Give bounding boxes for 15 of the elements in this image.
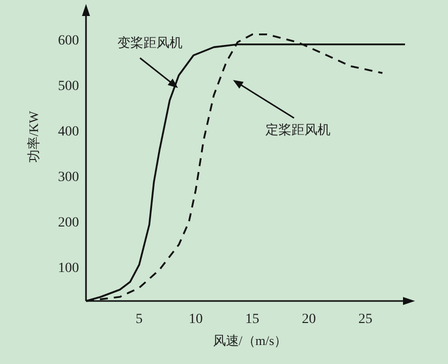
y-tick-label: 500 [58, 79, 79, 94]
y-tick-label: 300 [58, 170, 79, 185]
x-axis-title: 风速/（m/s） [212, 333, 288, 348]
annotation: 定桨距风机 [266, 122, 330, 137]
x-tick-label: 25 [358, 312, 372, 327]
y-tick-label: 600 [58, 34, 79, 49]
x-tick-label: 20 [302, 312, 316, 327]
y-tick-label: 200 [58, 215, 79, 230]
annotation: 变桨距风机 [118, 35, 182, 50]
x-tick-label: 5 [136, 312, 143, 327]
y-tick-label: 400 [58, 124, 79, 140]
y-tick-label: 100 [58, 260, 79, 276]
y-axis-title: 功率/KW [26, 110, 41, 162]
x-tick-label: 10 [188, 312, 203, 327]
x-tick-label: 15 [245, 312, 260, 327]
